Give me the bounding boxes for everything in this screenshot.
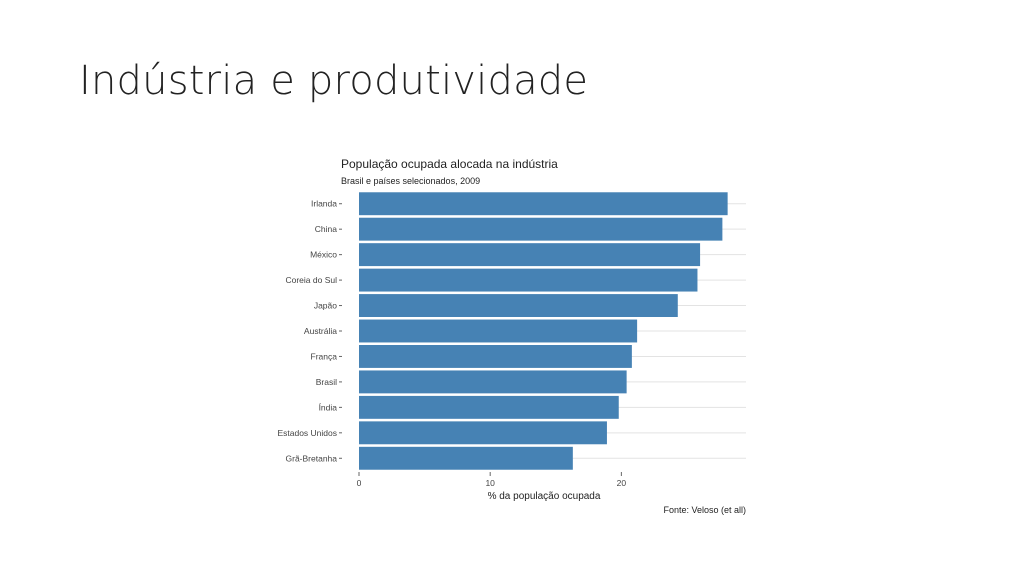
x-axis-label: % da população ocupada — [488, 491, 601, 502]
bar — [359, 370, 627, 394]
chart-source: Fonte: Veloso (et all) — [663, 505, 746, 515]
bar — [359, 268, 698, 292]
y-tick-label: Austrália — [304, 326, 337, 336]
y-axis-labels: Irlanda China México Coreia do Sul Japão Aust… — [277, 199, 342, 463]
y-tick-label: Coreia do Sul — [285, 275, 337, 285]
chart-title: População ocupada alocada na indústria — [341, 157, 558, 171]
x-tick-label: 10 — [485, 478, 495, 488]
x-tick-label: 20 — [617, 478, 627, 488]
slide-title: Indústria e produtividade — [79, 58, 589, 104]
y-tick-label: China — [315, 224, 337, 234]
bar — [359, 243, 701, 267]
bar — [359, 192, 728, 216]
y-tick-label: Índia — [319, 402, 338, 412]
bar — [359, 345, 632, 368]
y-tick-label: França — [311, 351, 338, 361]
bar — [359, 294, 678, 317]
y-tick-label: Irlanda — [311, 199, 337, 209]
bar — [359, 421, 607, 445]
x-tick-label: 0 — [357, 478, 362, 488]
bar — [359, 395, 619, 419]
x-axis-ticks: 0 10 20 — [357, 472, 627, 488]
bars — [359, 192, 728, 470]
chart-subtitle: Brasil e países selecionados, 2009 — [341, 176, 480, 186]
y-tick-label: Japão — [314, 301, 337, 311]
y-tick-label: Brasil — [316, 377, 337, 387]
bar — [359, 217, 723, 241]
bar — [359, 446, 573, 470]
y-tick-label: México — [310, 250, 337, 260]
bar — [359, 319, 638, 343]
y-tick-label: Grã-Bretanha — [286, 453, 338, 463]
y-tick-label: Estados Unidos — [277, 428, 337, 438]
